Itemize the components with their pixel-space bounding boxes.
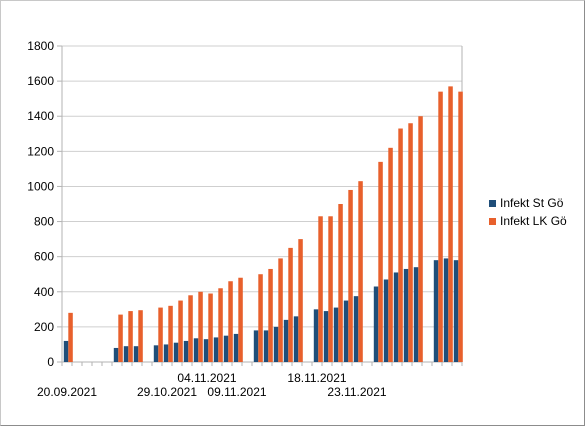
bar-infekt-lk-go: [238, 277, 243, 362]
legend: Infekt St Gö Infekt LK Gö: [489, 194, 567, 230]
bar-infekt-lk-go: [348, 189, 353, 362]
bar-infekt-lk-go: [388, 147, 393, 362]
bar-infekt-st-go: [433, 260, 439, 362]
bar-infekt-st-go: [273, 326, 279, 362]
bar-infekt-st-go: [173, 342, 179, 362]
bar-infekt-lk-go: [298, 239, 303, 362]
bar-infekt-lk-go: [208, 293, 213, 362]
bar-infekt-st-go: [63, 340, 69, 362]
bar-infekt-lk-go: [178, 300, 183, 362]
bar-infekt-lk-go: [328, 216, 333, 362]
y-tick-label: 400: [34, 285, 54, 299]
bar-infekt-lk-go: [318, 216, 323, 362]
bar-infekt-lk-go: [278, 258, 283, 362]
bar-infekt-st-go: [453, 260, 459, 362]
y-tick-label: 800: [34, 215, 54, 229]
bar-infekt-lk-go: [448, 86, 453, 362]
y-tick-label: 1000: [27, 179, 54, 193]
x-tick-label: 18.11.2021: [287, 371, 346, 385]
bar-infekt-st-go: [133, 346, 139, 362]
bar-infekt-st-go: [343, 300, 349, 362]
bar-infekt-st-go: [293, 316, 299, 362]
bar-infekt-st-go: [373, 286, 379, 362]
bar-infekt-lk-go: [68, 312, 73, 362]
bar-infekt-lk-go: [418, 116, 423, 362]
legend-swatch: [489, 199, 496, 207]
x-tick-label: 04.11.2021: [177, 371, 236, 385]
bar-infekt-lk-go: [258, 274, 263, 362]
bar-infekt-lk-go: [188, 295, 193, 362]
bar-infekt-st-go: [223, 335, 229, 362]
bar-infekt-lk-go: [198, 291, 203, 362]
y-tick-label: 200: [34, 320, 54, 334]
bar-infekt-lk-go: [118, 314, 123, 362]
bar-infekt-st-go: [183, 340, 189, 362]
bar-infekt-lk-go: [338, 204, 343, 362]
bar-infekt-st-go: [383, 279, 389, 362]
legend-item-infekt-lk-go: Infekt LK Gö: [489, 212, 567, 230]
bar-infekt-st-go: [333, 307, 339, 362]
y-tick-label: 1800: [27, 39, 54, 53]
y-axis-ticks: 0 200 400 600 800 1000 1200 1400 1600 1800: [27, 39, 54, 369]
bar-infekt-st-go: [253, 330, 259, 362]
bar-infekt-lk-go: [438, 91, 443, 363]
legend-item-infekt-st-go: Infekt St Gö: [489, 194, 567, 212]
bar-infekt-lk-go: [128, 311, 133, 362]
bar-infekt-st-go: [163, 344, 169, 362]
bar-infekt-lk-go: [358, 181, 363, 362]
x-tick-label: 09.11.2021: [207, 385, 266, 399]
bar-infekt-st-go: [123, 346, 129, 362]
bar-infekt-st-go: [263, 330, 269, 362]
legend-swatch: [489, 217, 496, 225]
y-tick-label: 600: [34, 250, 54, 264]
bar-infekt-lk-go: [158, 307, 163, 362]
bar-infekt-lk-go: [168, 305, 173, 362]
bar-infekt-st-go: [403, 268, 409, 362]
bar-infekt-st-go: [153, 345, 159, 362]
bar-infekt-st-go: [283, 319, 289, 362]
x-tick-label: 23.11.2021: [327, 385, 386, 399]
y-tick-label: 1200: [27, 144, 54, 158]
bar-infekt-st-go: [443, 258, 449, 362]
bars: [63, 86, 463, 363]
y-tick-label: 1600: [27, 74, 54, 88]
bar-infekt-lk-go: [218, 288, 223, 362]
bar-infekt-st-go: [113, 347, 119, 362]
bar-infekt-lk-go: [458, 91, 463, 363]
bar-infekt-st-go: [203, 339, 209, 362]
x-tick-label: 20.09.2021: [37, 385, 97, 399]
legend-label: Infekt LK Gö: [500, 214, 567, 228]
bar-infekt-lk-go: [408, 123, 413, 362]
bar-infekt-st-go: [193, 338, 199, 362]
bar-infekt-st-go: [313, 309, 319, 362]
bar-infekt-lk-go: [288, 247, 293, 362]
bar-infekt-lk-go: [268, 268, 273, 362]
bar-infekt-lk-go: [228, 281, 233, 362]
x-axis-ticks: 20.09.2021 29.10.202104.11.202109.11.2021…: [37, 362, 463, 399]
bar-infekt-lk-go: [378, 161, 383, 362]
bar-infekt-st-go: [353, 296, 359, 362]
legend-label: Infekt St Gö: [500, 196, 564, 210]
x-tick-label: 29.10.2021: [137, 385, 197, 399]
bar-infekt-lk-go: [138, 310, 143, 362]
bar-infekt-st-go: [233, 333, 239, 362]
bar-infekt-st-go: [393, 272, 399, 362]
y-tick-label: 1400: [27, 109, 54, 123]
bar-infekt-lk-go: [398, 128, 403, 362]
bar-infekt-st-go: [213, 337, 219, 362]
bar-infekt-st-go: [323, 311, 329, 362]
bar-infekt-st-go: [413, 267, 419, 362]
y-tick-label: 0: [47, 355, 54, 369]
